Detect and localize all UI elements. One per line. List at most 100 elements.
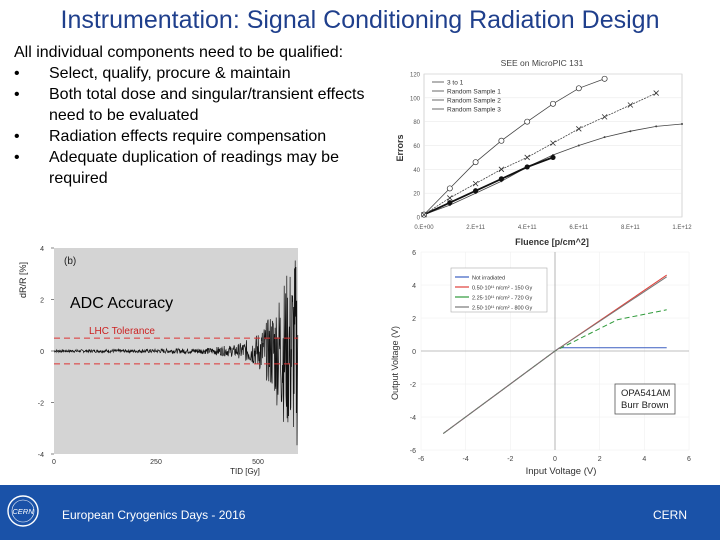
organization-label: CERN [652,508,687,522]
see-data-point [472,159,479,166]
see-data-point [421,211,427,218]
see-y-tick-label: 80 [413,120,420,126]
see-data-point [550,154,556,161]
see-data-point [681,123,683,126]
see-data-point [524,164,530,170]
bullet-list: All individual components need to be qua… [14,42,394,189]
footer-bar: CERN European Cryogenics Days - 2016 CER… [0,485,720,540]
see-data-point [575,85,582,92]
see-series-line [423,78,605,215]
see-data-point [472,180,479,187]
see-data-point [603,136,606,139]
see-chart: SEE on MicroPIC 131 0 20 40 60 80 100 120 0.E+0… [395,58,692,247]
see-series-line [423,156,554,216]
see-data-point [498,137,505,144]
volt-legend-box [450,267,548,313]
see-y-tick-label: 100 [410,96,421,102]
adc-y-tick-label: 4 [40,246,44,253]
bullet-item: Select, qualify, procure & maintain [14,63,394,84]
volt-x-tick-label: 4 [642,456,646,463]
opa-part-label: OPA541AM Burr Brown [621,388,671,411]
see-data-point [577,144,580,147]
volt-series-line [443,309,667,434]
see-chart-xlabel: Fluence [p/cm^2] [515,237,589,247]
see-data-point [550,100,556,107]
see-data-point [524,118,531,125]
see-legend-entry: Random Sample 3 [447,107,501,114]
volt-x-tick-label: -4 [463,456,469,463]
event-label: European Cryogenics Days - 2016 [62,508,246,522]
volt-x-tick-label: 6 [687,456,691,463]
see-data-point [655,125,658,128]
cern-logo: CERN [7,495,39,527]
bullet-lead: All individual components need to be qua… [14,44,344,61]
adc-noise-trace [53,260,299,446]
volt-y-tick-label: -4 [410,415,416,422]
bullet-item: Adequate duplication of readings may be … [14,147,394,189]
volt-legend-entry: Not irradiated [472,276,505,282]
opa-part-line: Burr Brown [621,400,669,411]
slide-title: Instrumentation: Signal Conditioning Rad… [60,6,660,34]
see-data-point [629,130,632,133]
bullet-item: Radiation effects require compensation [14,126,394,147]
see-data-point [601,114,608,120]
volt-x-tick-label: 0 [553,456,557,463]
opa-label-box [614,383,676,415]
volt-x-tick-label: 2 [598,456,602,463]
see-legend-entry: 3 to 1 [447,80,464,87]
see-x-tick-label: 0.E+00 [414,225,434,231]
see-data-point [550,140,556,146]
volt-y-tick-label: 2 [412,316,416,323]
voltage-chart: 6 4 2 0 -2 -4 -6-6 -4 -2 0 2 4 6 Not irradiated 0.50·… [390,250,691,477]
see-y-tick-label: 60 [413,144,420,150]
adc-y-tick-label: -4 [38,452,44,459]
volt-series-line [443,276,667,434]
adc-ylabel: dR/R [%] [18,262,28,298]
see-x-tick-label: 1.E+12 [672,225,692,231]
opa-part-line: OPA541AM [621,388,671,399]
volt-y-tick-label: -6 [410,448,416,455]
see-y-tick-label: 120 [410,73,421,79]
see-data-point [653,90,659,96]
see-y-tick-label: 40 [413,168,420,174]
see-data-point [447,195,453,201]
adc-accuracy-label: ADC Accuracy [70,295,173,312]
see-y-tick-label: 20 [413,192,420,198]
bullet-item: Both total dose and singular/transient e… [14,84,394,126]
volt-legend-entry: 0.50·10¹¹ n/cm² - 150 Gy [472,286,532,292]
see-data-point [576,126,582,132]
volt-ylabel: Output Voltage (V) [390,326,400,400]
see-legend-entry: Random Sample 2 [447,98,501,105]
lhc-tolerance-label: LHC Tolerance [89,326,155,337]
see-series-line [423,92,657,215]
see-data-point [498,166,505,173]
adc-x-tick-label: 500 [252,459,264,466]
cern-logo-text: CERN [12,507,34,516]
adc-xlabel: TID [Gy] [230,467,260,476]
adc-chart: 4 2 0 -2 -4 0 250 500 (b) ADC Accuracy LHC Tole… [18,246,299,476]
adc-x-tick-label: 250 [150,459,162,466]
see-data-point [473,188,479,194]
adc-x-tick-label: 0 [52,459,56,466]
volt-legend-entry: 2.50·10¹¹ n/cm² - 800 Gy [472,306,532,312]
adc-panel-label: (b) [64,256,76,267]
see-legend-entry: Random Sample 1 [447,89,501,96]
volt-legend-entry: 2.25·10¹¹ n/cm² - 720 Gy [472,296,532,302]
see-data-point [447,200,453,206]
see-x-tick-label: 2.E+11 [466,225,485,231]
see-y-tick-label: 0 [417,216,421,222]
see-data-point [627,102,634,108]
see-chart-title: SEE on MicroPIC 131 [501,58,584,68]
adc-y-tick-label: -2 [38,401,44,408]
volt-x-tick-label: -2 [507,456,513,463]
see-data-point [446,185,453,192]
see-data-point [498,176,504,182]
see-x-tick-label: 8.E+11 [621,225,640,231]
volt-y-tick-label: 4 [412,283,416,290]
volt-y-tick-label: 6 [412,250,416,257]
see-data-point [524,154,530,161]
adc-y-tick-label: 0 [40,349,44,356]
volt-x-tick-label: -6 [418,456,424,463]
volt-y-tick-label: 0 [412,349,416,356]
volt-xlabel: Input Voltage (V) [526,466,597,477]
